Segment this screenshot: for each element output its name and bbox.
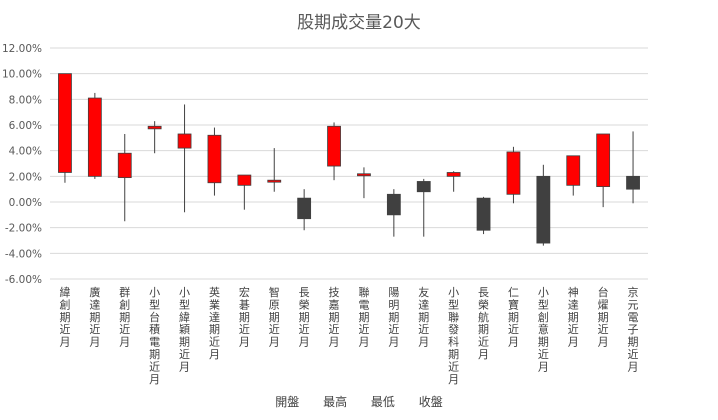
x-tick-label: 仁寶期近月 — [508, 286, 519, 349]
candle-body — [416, 181, 431, 193]
x-tick-label: 小型聯發科期近月 — [448, 286, 459, 386]
candle-body — [566, 155, 581, 186]
x-tick-label: 京元電子期近月 — [628, 285, 639, 373]
x-tick-label: 小型緯穎期近月 — [179, 286, 190, 373]
x-tick-label: 神達期近月 — [568, 285, 579, 349]
candle-body — [87, 97, 102, 177]
y-tick-label: 4.00% — [9, 146, 42, 158]
x-tick-label: 台燿期近月 — [598, 285, 609, 349]
x-tick-label: 廣達期近月 — [89, 285, 100, 349]
y-tick-label: -6.00% — [5, 274, 42, 286]
y-tick-label: 10.00% — [2, 69, 42, 81]
y-tick-label: 6.00% — [9, 120, 42, 132]
y-tick-label: 12.00% — [2, 43, 42, 55]
x-tick-label: 聯電期近月 — [358, 286, 369, 349]
candle-body — [147, 125, 162, 130]
x-tick-label: 長榮期近月 — [299, 286, 310, 349]
y-tick-label: 2.00% — [9, 171, 42, 183]
candle-body — [58, 73, 72, 173]
candle-body — [207, 134, 222, 184]
legend-high: 最高 — [323, 395, 348, 409]
legend-open: 開盤 — [275, 395, 300, 409]
x-tick-label: 群創期近月 — [119, 285, 130, 349]
candle-body — [327, 125, 341, 167]
chart-legend: 開盤 最高 最低 收盤 — [0, 393, 718, 410]
y-tick-label: 0.00% — [9, 197, 42, 209]
y-tick-label: -4.00% — [5, 248, 42, 260]
candle-body — [357, 173, 371, 177]
x-tick-label: 陽明期近月 — [388, 286, 399, 349]
x-tick-label: 英業達期近月 — [209, 285, 220, 361]
candle-body — [267, 179, 282, 183]
candle-body — [177, 133, 192, 149]
candle-body — [626, 175, 640, 190]
y-tick-label: -2.00% — [5, 223, 42, 235]
candle-body — [117, 152, 132, 179]
legend-close: 收盤 — [418, 395, 443, 409]
legend-low: 最低 — [370, 395, 395, 409]
x-tick-label: 長榮航期近月 — [478, 286, 489, 361]
x-tick-label: 小型台積電期近月 — [149, 286, 160, 386]
y-tick-label: 8.00% — [9, 94, 42, 106]
x-tick-label: 宏碁期近月 — [239, 285, 250, 349]
x-tick-label: 友達期近月 — [418, 285, 429, 349]
candle-body — [237, 174, 252, 186]
candle-body — [386, 193, 401, 216]
candle-body — [476, 197, 491, 231]
candle-body — [536, 175, 551, 244]
x-tick-label: 小型創意期近月 — [538, 286, 549, 373]
candle-body — [446, 172, 461, 177]
x-tick-label: 技嘉期近月 — [329, 286, 340, 349]
candle-body — [596, 133, 611, 188]
x-tick-label: 緯創期近月 — [59, 285, 70, 349]
candle-body — [506, 151, 521, 195]
chart-title: 股期成交量20大 — [297, 13, 421, 33]
candle-body — [297, 197, 312, 220]
x-tick-label: 智原期近月 — [269, 285, 280, 349]
